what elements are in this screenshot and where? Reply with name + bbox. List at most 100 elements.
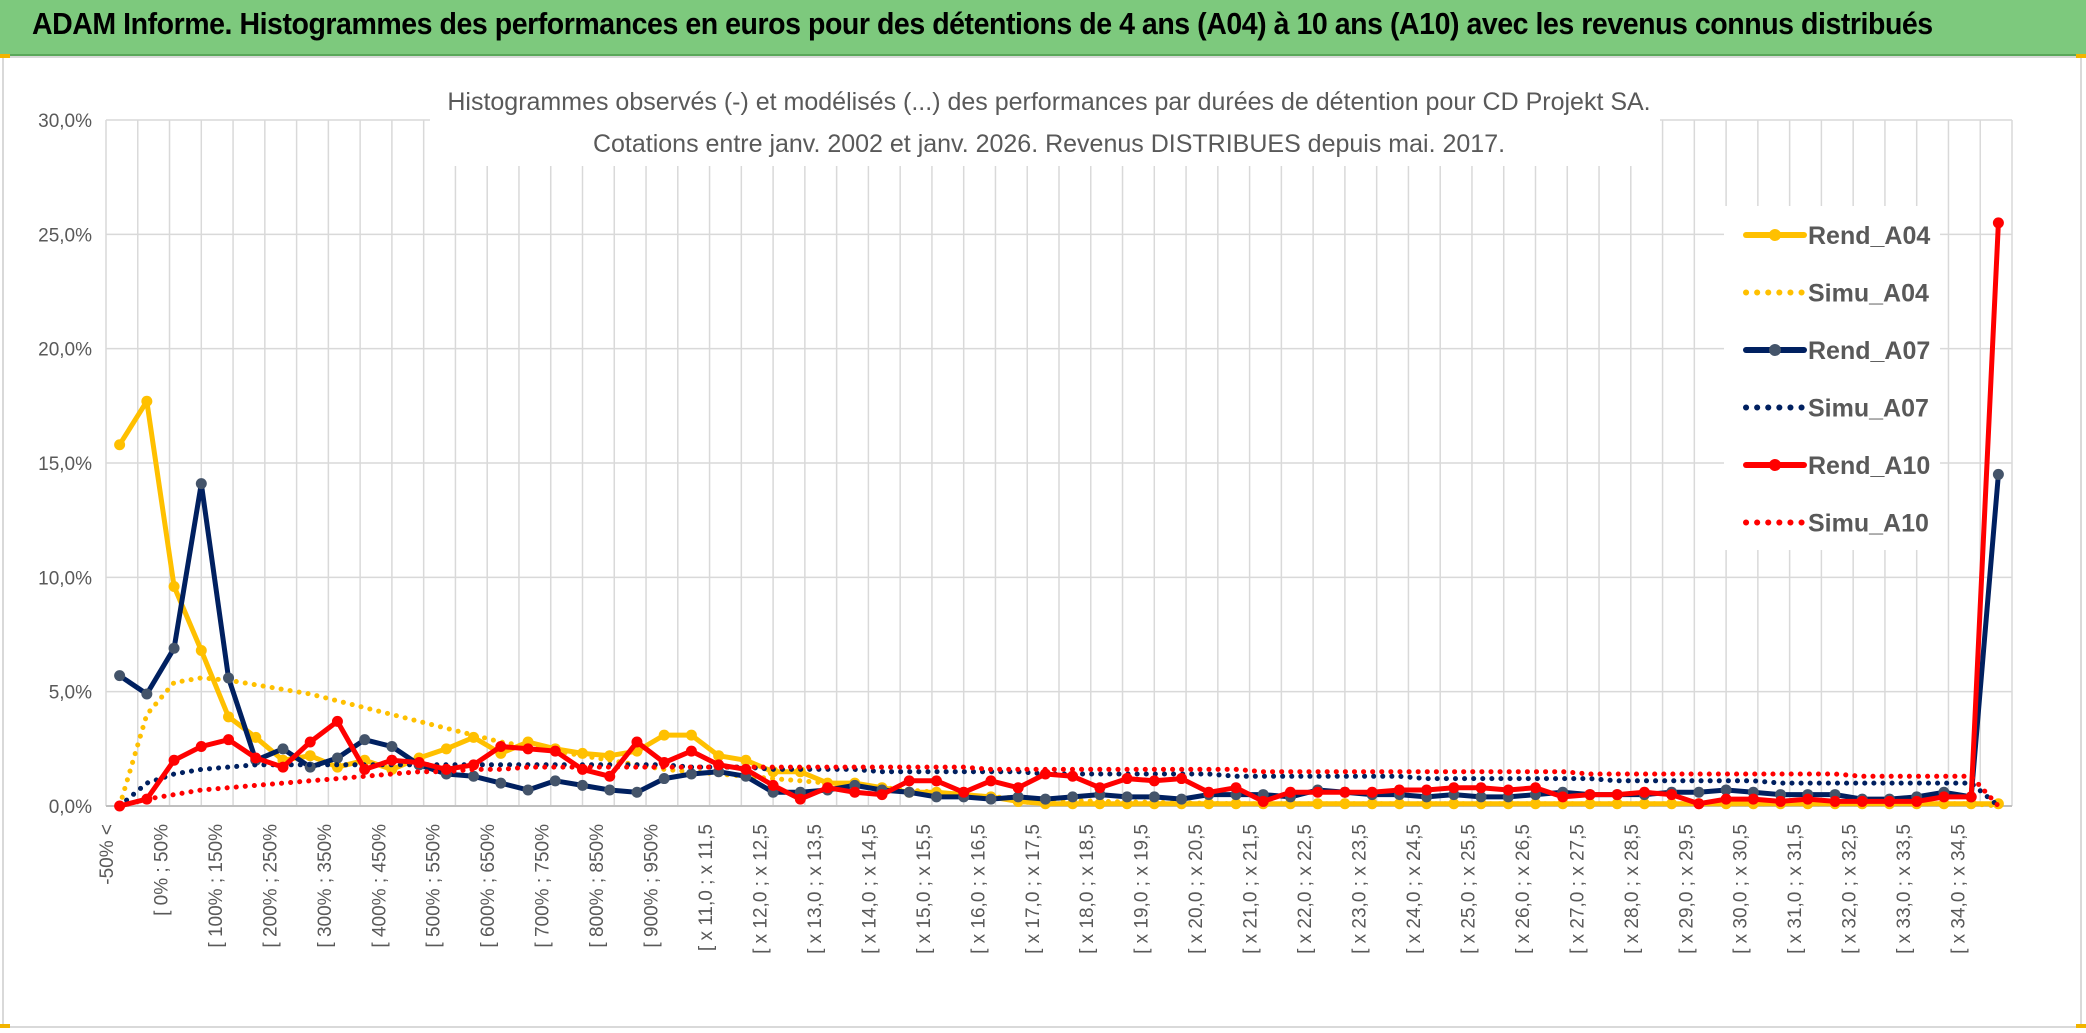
data-point [1339,786,1351,798]
chart-title-line-1: Histogrammes observés (-) et modélisés (… [447,88,1650,116]
data-point [930,775,942,787]
legend-background [1724,206,1940,550]
x-tick-label: [ x 15,0 ; x 15,5 [914,824,935,954]
corner-mark-top-left [0,54,10,58]
legend-item-Rend_A07: Rend_A07 [1743,337,1930,365]
data-point [1611,789,1623,801]
series-line-Rend_A04 [117,398,2001,807]
legend-label: Simu_A10 [1808,510,1929,538]
data-point [794,793,806,805]
data-point [1720,793,1732,805]
x-tick-label: [ x 13,0 ; x 13,5 [805,824,826,954]
data-point [1094,782,1106,794]
data-point [1475,791,1487,803]
x-tick-label: [ x 24,0 ; x 24,5 [1404,824,1425,954]
data-point [1366,786,1378,798]
y-tick-label: 15,0% [38,454,92,475]
data-point [495,777,507,789]
data-point [277,743,289,755]
data-point [1530,782,1541,794]
data-point [331,715,343,727]
series-line-Rend_A07 [117,471,2001,802]
data-point [1747,793,1759,805]
x-tick-label: [ 200% ; 250% [260,824,281,948]
data-point [604,784,616,796]
data-point [604,770,616,782]
data-point [386,741,398,753]
chart-frame [2,56,2082,1028]
data-point [250,731,262,743]
data-point [1638,786,1650,798]
x-tick-label: [ x 26,0 ; x 26,5 [1513,824,1534,954]
x-tick-label: [ x 30,0 ; x 30,5 [1731,824,1752,954]
data-point [1067,791,1079,803]
data-point [631,786,643,798]
series-Simu_A04 [117,675,2001,809]
data-point [1502,784,1514,796]
x-tick-label: [ x 20,0 ; x 20,5 [1186,824,1207,954]
legend-label: Rend_A04 [1808,222,1930,250]
data-point [1693,798,1705,810]
data-point [1203,786,1215,798]
data-point [985,775,997,787]
data-point [1012,782,1024,794]
data-point [168,580,180,592]
y-tick-label: 0,0% [49,797,92,818]
data-point [1257,795,1269,807]
data-point [1693,786,1705,798]
header-banner: ADAM Informe. Histogrammes des performan… [0,0,2086,56]
data-point [1393,784,1405,796]
data-point [1911,795,1923,807]
data-point [958,786,970,798]
data-point [331,752,343,764]
x-axis-ticks: -50% < [ 0% ; 50% [ 100% ; 150% [ 200% ; 25… [97,824,1970,954]
data-point [903,786,915,798]
x-tick-label: [ x 18,0 ; x 18,5 [1077,824,1098,954]
data-point [1039,793,1051,805]
legend-item-Simu_A10: Simu_A10 [1743,510,1929,538]
y-tick-label: 20,0% [38,340,92,361]
x-tick-label: [ x 19,0 ; x 19,5 [1132,824,1153,954]
data-point [1475,782,1487,794]
legend-marker [1769,344,1781,356]
data-point [685,729,697,741]
data-point [195,478,207,490]
series-line-Rend_A10 [117,220,2001,809]
x-tick-label: [ 900% ; 950% [642,824,663,948]
chart-legend: Rend_A04 Simu_A04 Rend_A07 Simu_A07 Rend_A10… [1724,206,1940,550]
data-point [1121,773,1133,785]
data-point [522,784,534,796]
data-point [386,754,398,766]
data-point [1992,468,2004,480]
data-point [604,750,616,762]
corner-mark-bottom-left [0,1024,10,1028]
legend-item-Rend_A10: Rend_A10 [1743,452,1930,480]
data-point [223,711,235,723]
data-point [522,743,534,755]
x-tick-label: [ 700% ; 750% [533,824,554,948]
page-title: ADAM Informe. Histogrammes des performan… [32,6,1933,41]
data-point [658,729,670,741]
y-axis-ticks: 0,0% 5,0% 10,0% 15,0% 20,0% 25,0% 30,0% [38,111,92,818]
data-point [822,782,834,794]
x-tick-label: [ x 16,0 ; x 16,5 [968,824,989,954]
data-point [876,789,888,801]
chart-series [114,217,2004,812]
chart-title-line-2: Cotations entre janv. 2002 et janv. 2026… [593,130,1505,158]
data-point [1176,793,1188,805]
data-point [1284,786,1296,798]
data-point [304,750,316,762]
y-tick-label: 25,0% [38,225,92,246]
x-tick-label: [ x 12,0 ; x 12,5 [750,824,771,954]
data-point [685,768,697,780]
x-tick-label: [ 0% ; 50% [151,824,172,916]
data-point [468,770,480,782]
legend-marker [1769,459,1781,471]
data-point [740,754,752,766]
legend-label: Simu_A07 [1808,395,1929,423]
x-tick-label: [ x 25,0 ; x 25,5 [1458,824,1479,954]
y-tick-label: 10,0% [38,568,92,589]
x-tick-label: [ 500% ; 550% [424,824,445,948]
x-tick-label: [ 100% ; 150% [206,824,227,948]
